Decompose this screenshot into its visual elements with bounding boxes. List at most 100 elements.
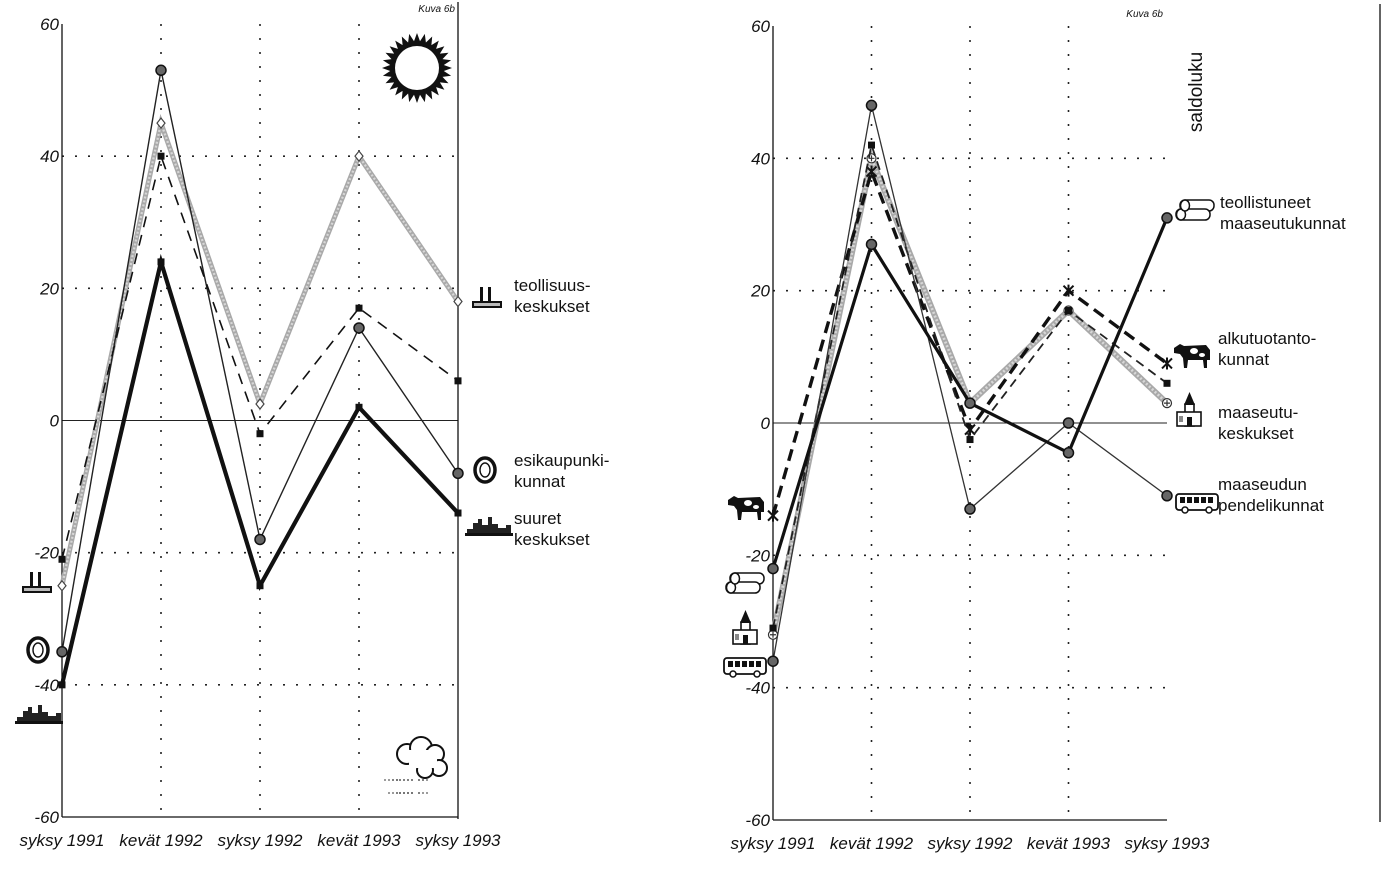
label-maaseutukeskukset: maaseutu-keskukset	[1218, 403, 1298, 443]
x-tick-label: syksy 1993	[415, 831, 501, 850]
label-teollisuus: teollisuus-keskukset	[514, 276, 591, 316]
data-point	[57, 579, 67, 592]
data-point	[1163, 379, 1171, 387]
data-point	[1062, 447, 1075, 459]
data-point	[964, 503, 976, 515]
y-tick-label: -60	[745, 811, 770, 830]
y-tick-label: 20	[39, 279, 59, 298]
data-point	[865, 238, 878, 251]
x-tick-label: kevät 1993	[1027, 834, 1111, 853]
label-teollistuneet: teollistuneet maaseutukunnat	[1220, 193, 1346, 233]
data-point	[1062, 417, 1075, 429]
data-point	[868, 141, 875, 149]
data-point	[157, 258, 165, 266]
logs-icon	[1175, 199, 1215, 221]
y-axis-label: saldoluku	[1186, 52, 1207, 132]
data-point	[1161, 212, 1173, 224]
series-bold	[767, 212, 1173, 575]
series-alkutuotanto	[767, 165, 1173, 522]
series-pendeli	[767, 99, 1173, 667]
data-point	[256, 430, 264, 438]
data-point	[1161, 398, 1173, 409]
y-tick-label: 0	[50, 412, 60, 431]
data-point	[56, 646, 68, 658]
data-point	[769, 624, 777, 632]
data-point	[353, 322, 365, 334]
data-point	[1161, 357, 1173, 370]
series-line	[770, 147, 1170, 636]
series-teollisuus	[57, 113, 463, 592]
skyline-icon	[465, 517, 513, 536]
chart-panel-2: Kuva 6b 60 40 20 0 -20 -40 -60 syksy 1991 kevät 1…	[730, 4, 1381, 853]
y-tick-label: -20	[34, 544, 59, 563]
y-tick-label: -60	[34, 808, 59, 827]
y-tick-label: 60	[40, 15, 59, 34]
x-tick-label: kevät 1992	[119, 831, 203, 850]
data-point	[355, 403, 363, 411]
data-point	[452, 467, 464, 480]
data-point	[1065, 307, 1072, 315]
ring-icon	[26, 636, 50, 664]
data-point	[156, 117, 166, 130]
series-line-texture	[60, 118, 459, 586]
data-point	[254, 533, 266, 546]
church-icon	[732, 610, 758, 645]
data-point	[255, 398, 265, 410]
x-tick-label: syksy 1993	[1124, 834, 1210, 853]
figure-tag: Kuva 6b	[1126, 9, 1163, 20]
data-point	[1062, 284, 1075, 297]
figure-tag: Kuva 6b	[418, 4, 455, 15]
data-point	[454, 377, 462, 385]
series-maaseutukeskukset	[769, 141, 1171, 632]
data-point	[767, 562, 779, 575]
x-tick-label: syksy 1991	[730, 834, 815, 853]
data-point	[155, 64, 167, 77]
ring-icon	[473, 456, 497, 484]
y-tick-label: 20	[750, 282, 770, 301]
cow-icon	[728, 496, 764, 520]
data-point	[355, 304, 363, 312]
data-point	[767, 509, 779, 522]
y-tick-label: 40	[751, 149, 770, 168]
series-teollistuneet	[767, 147, 1173, 640]
bus-icon	[723, 657, 767, 678]
series-dashed	[58, 152, 462, 563]
x-tick-label: kevät 1992	[830, 834, 914, 853]
label-suuret: suuret keskukset	[514, 509, 590, 549]
x-tick-label: syksy 1992	[217, 831, 303, 850]
y-tick-label: -20	[745, 546, 770, 565]
label-esikaupunki: esikaupunki-kunnat	[514, 451, 609, 491]
data-point	[453, 295, 463, 308]
series-line	[771, 217, 1169, 570]
y-tick-label: 0	[761, 414, 771, 433]
church-icon	[1176, 392, 1202, 427]
factory-icon	[22, 572, 52, 593]
label-pendeli: maaseudun pendelikunnat	[1218, 475, 1324, 515]
data-point	[256, 582, 264, 590]
data-point	[157, 152, 165, 160]
data-point	[865, 99, 878, 112]
data-point	[865, 165, 878, 178]
series-suuret	[58, 253, 462, 689]
data-point	[964, 423, 976, 436]
factory-icon	[472, 287, 502, 308]
label-alkutuotanto: alkutuotanto-kunnat	[1218, 329, 1316, 369]
cow-icon	[1174, 344, 1210, 368]
data-point	[354, 150, 364, 163]
series-esikaupunki	[56, 64, 464, 658]
series-line	[772, 105, 1168, 662]
skyline-icon	[15, 705, 63, 724]
data-point	[58, 555, 66, 563]
x-tick-label: kevät 1993	[317, 831, 401, 850]
bus-icon	[1175, 493, 1219, 514]
chart-panel-1: Kuva 6b 60 40 20 0 -20 -40 -60 syksy 1991 kevät 1…	[19, 2, 609, 850]
data-point	[454, 509, 462, 517]
logs-icon	[725, 572, 765, 594]
y-tick-label: 40	[40, 147, 59, 166]
y-tick-label: -40	[34, 676, 59, 695]
y-tick-label: 60	[751, 17, 770, 36]
sun-icon	[382, 33, 452, 103]
x-tick-label: syksy 1991	[19, 831, 104, 850]
data-point	[964, 397, 976, 409]
